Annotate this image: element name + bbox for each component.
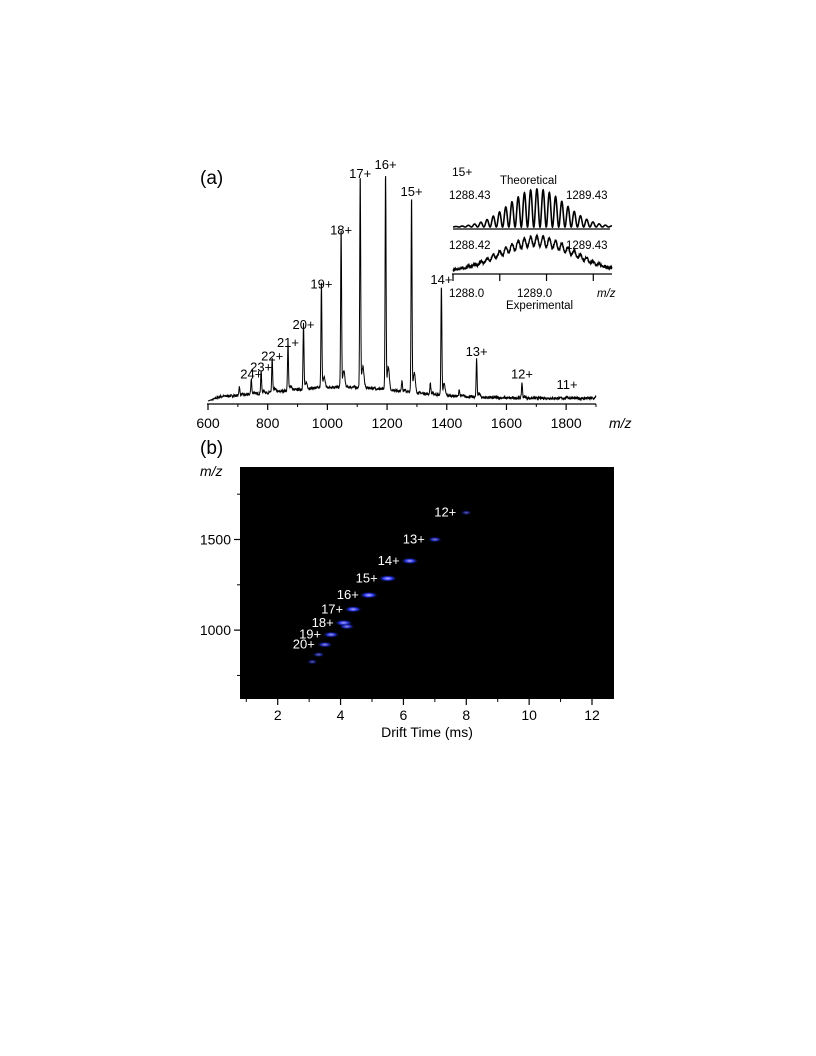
heatmap-spot (316, 641, 334, 648)
heatmap-spot-label: 16+ (337, 587, 359, 602)
charge-state-label: 18+ (330, 222, 352, 237)
charge-state-label: 22+ (261, 348, 283, 363)
inset-theoretical-right-mz: 1289.43 (566, 190, 608, 202)
inset-tick-label-1288: 1288.0 (449, 288, 484, 300)
heatmap-spot (306, 659, 319, 665)
inset-experimental-label: Experimental (506, 300, 573, 312)
inset-experimental-trace (452, 233, 613, 273)
heatmap-spot (338, 623, 356, 630)
heatmap-x-ticks: 2 4 6 8 10 12 (245, 699, 600, 723)
heatmap-x-axis-label: Drift Time (ms) (381, 724, 473, 740)
heatmap-x-tick-label: 10 (521, 707, 537, 723)
heatmap-spot (400, 557, 420, 565)
charge-state-label: 17+ (349, 166, 371, 181)
inset-theoretical-left-mz: 1288.43 (449, 190, 491, 202)
inset-x-ticks (452, 274, 594, 281)
panel-a-label: (a) (200, 168, 223, 189)
spectrum-trace (207, 175, 597, 402)
inset-experimental-right-mz: 1289.43 (566, 240, 608, 252)
spectrum-x-tick-label: 1000 (312, 415, 343, 431)
heatmap-spot-label: 20+ (293, 637, 315, 652)
heatmap-spot-label: 12+ (434, 505, 456, 520)
spectrum-x-tick-label: 1800 (551, 415, 582, 431)
spectrum-x-tick-label: 1200 (371, 415, 402, 431)
charge-state-label: 14+ (430, 272, 452, 287)
spectrum-x-tick-label: 1400 (431, 415, 462, 431)
heatmap-y-tick-label: 1500 (200, 532, 231, 548)
heatmap-spot (312, 651, 325, 658)
spectrum-x-ticks: 600 800 1000 1200 1400 1600 1800 (196, 404, 597, 431)
panel-b-label: (b) (200, 438, 223, 459)
heatmap-y-axis-label: m/z (200, 463, 223, 479)
heatmap-spot (322, 631, 340, 638)
charge-state-label: 23+ (250, 360, 272, 375)
charge-state-label: 16+ (375, 157, 397, 172)
charge-state-label: 19+ (310, 276, 332, 291)
inset-theoretical-trace (452, 188, 613, 229)
inset-x-axis-label: m/z (597, 288, 616, 300)
heatmap-x-tick-label: 4 (337, 707, 345, 723)
heatmap-spot (460, 510, 473, 516)
inset-theoretical-label: Theoretical (500, 175, 557, 187)
charge-state-label: 20+ (292, 317, 314, 332)
charge-state-label: 24+ (240, 366, 262, 381)
heatmap-y-tick-label: 1000 (200, 622, 231, 638)
panel-a: (a) 600 800 1000 1200 1400 1600 1800 m/z 24+23… (196, 157, 631, 431)
charge-state-labels: 24+23+22+21+ 20+ 19+ 18+ 17+ 16+ 15+ 14+ 13+ 12+ 1… (240, 157, 577, 392)
isotope-inset: 15+ Theoretical 1288.43 1289.43 1288.42 … (449, 165, 616, 312)
charge-state-label: 21+ (277, 335, 299, 350)
heatmap-spot-label: 19+ (299, 627, 321, 642)
heatmap-x-tick-label: 8 (462, 707, 470, 723)
heatmap-x-tick-label: 2 (274, 707, 282, 723)
panel-b: (b) m/z 12+ 13+14+15+ 16+17+18+19+20+ 1000… (200, 438, 614, 740)
charge-state-label: 13+ (466, 344, 488, 359)
heatmap-spot-label: 13+ (403, 532, 425, 547)
heatmap-spot-label: 14+ (378, 553, 400, 568)
heatmap-spot (358, 591, 379, 599)
heatmap-y-ticks: 1000 1500 (200, 493, 240, 676)
heatmap-spot (377, 574, 398, 582)
heatmap-spot (343, 605, 363, 613)
spectrum-x-tick-label: 800 (256, 415, 280, 431)
charge-state-label: 12+ (511, 366, 533, 381)
charge-state-label: 15+ (401, 184, 423, 199)
charge-state-label: 11+ (557, 377, 578, 392)
heatmap-spot (427, 536, 443, 543)
inset-tick-label-1289: 1289.0 (517, 288, 552, 300)
heatmap-spots: 12+ 13+14+15+ 16+17+18+19+20+ (293, 505, 473, 665)
spectrum-x-tick-label: 600 (196, 415, 220, 431)
spectrum-x-axis-label: m/z (609, 415, 632, 431)
inset-charge-label: 15+ (452, 165, 472, 179)
heatmap-x-tick-label: 6 (400, 707, 408, 723)
heatmap-spot-label: 18+ (312, 615, 334, 630)
heatmap-x-tick-label: 12 (584, 707, 600, 723)
spectrum-x-tick-label: 1600 (491, 415, 522, 431)
heatmap-spot-label: 15+ (356, 570, 378, 585)
inset-experimental-left-mz: 1288.42 (449, 240, 491, 252)
heatmap-spot-label: 17+ (321, 601, 343, 616)
heatmap-background (240, 467, 614, 699)
